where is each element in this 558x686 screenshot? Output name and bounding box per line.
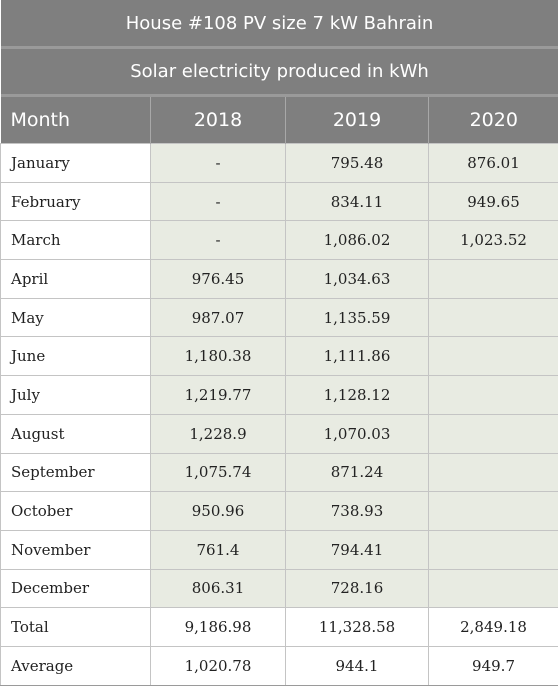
table-row: October 950.96 738.93 bbox=[1, 492, 558, 531]
value-2019-cell: 871.24 bbox=[286, 453, 429, 492]
value-2018-cell: 976.45 bbox=[151, 260, 286, 299]
month-cell: April bbox=[1, 260, 151, 299]
value-2018-cell: 950.96 bbox=[151, 492, 286, 531]
column-header-2018: 2018 bbox=[151, 96, 286, 144]
column-header-2019: 2019 bbox=[286, 96, 429, 144]
value-2019-cell: 738.93 bbox=[286, 492, 429, 531]
value-2018-cell: 1,180.38 bbox=[151, 337, 286, 376]
table-row: May 987.07 1,135.59 bbox=[1, 298, 558, 337]
value-2020-cell bbox=[429, 453, 558, 492]
table-row: February - 834.11 949.65 bbox=[1, 182, 558, 221]
value-2018-cell: 1,075.74 bbox=[151, 453, 286, 492]
value-2019-cell: 794.41 bbox=[286, 530, 429, 569]
value-2018-cell: 987.07 bbox=[151, 298, 286, 337]
month-cell: March bbox=[1, 221, 151, 260]
value-2019-cell: 795.48 bbox=[286, 144, 429, 183]
month-cell: February bbox=[1, 182, 151, 221]
table-title: House #108 PV size 7 kW Bahrain bbox=[1, 0, 558, 48]
table-row: January - 795.48 876.01 bbox=[1, 144, 558, 183]
average-2020-cell: 949.7 bbox=[429, 646, 558, 685]
month-cell: June bbox=[1, 337, 151, 376]
table-title-row: House #108 PV size 7 kW Bahrain bbox=[1, 0, 558, 48]
value-2018-cell: - bbox=[151, 221, 286, 260]
table-row: June 1,180.38 1,111.86 bbox=[1, 337, 558, 376]
value-2018-cell: 1,228.9 bbox=[151, 414, 286, 453]
average-2019-cell: 944.1 bbox=[286, 646, 429, 685]
value-2020-cell bbox=[429, 414, 558, 453]
value-2020-cell bbox=[429, 260, 558, 299]
column-header-month: Month bbox=[1, 96, 151, 144]
value-2020-cell: 949.65 bbox=[429, 182, 558, 221]
month-cell: December bbox=[1, 569, 151, 608]
value-2019-cell: 834.11 bbox=[286, 182, 429, 221]
total-row: Total 9,186.98 11,328.58 2,849.18 bbox=[1, 608, 558, 647]
table-row: August 1,228.9 1,070.03 bbox=[1, 414, 558, 453]
value-2019-cell: 728.16 bbox=[286, 569, 429, 608]
value-2018-cell: 761.4 bbox=[151, 530, 286, 569]
table-row: December 806.31 728.16 bbox=[1, 569, 558, 608]
total-2018-cell: 9,186.98 bbox=[151, 608, 286, 647]
average-2018-cell: 1,020.78 bbox=[151, 646, 286, 685]
total-2019-cell: 11,328.58 bbox=[286, 608, 429, 647]
value-2018-cell: - bbox=[151, 182, 286, 221]
value-2018-cell: 806.31 bbox=[151, 569, 286, 608]
value-2018-cell: - bbox=[151, 144, 286, 183]
month-cell: November bbox=[1, 530, 151, 569]
value-2019-cell: 1,135.59 bbox=[286, 298, 429, 337]
value-2019-cell: 1,070.03 bbox=[286, 414, 429, 453]
table-row: July 1,219.77 1,128.12 bbox=[1, 376, 558, 415]
value-2018-cell: 1,219.77 bbox=[151, 376, 286, 415]
month-cell: May bbox=[1, 298, 151, 337]
value-2020-cell bbox=[429, 569, 558, 608]
value-2019-cell: 1,034.63 bbox=[286, 260, 429, 299]
average-row: Average 1,020.78 944.1 949.7 bbox=[1, 646, 558, 685]
month-cell: October bbox=[1, 492, 151, 531]
table-row: March - 1,086.02 1,023.52 bbox=[1, 221, 558, 260]
value-2020-cell bbox=[429, 492, 558, 531]
value-2020-cell: 1,023.52 bbox=[429, 221, 558, 260]
column-header-row: Month 2018 2019 2020 bbox=[1, 96, 558, 144]
month-cell: August bbox=[1, 414, 151, 453]
month-cell: January bbox=[1, 144, 151, 183]
value-2020-cell: 876.01 bbox=[429, 144, 558, 183]
value-2019-cell: 1,111.86 bbox=[286, 337, 429, 376]
value-2020-cell bbox=[429, 530, 558, 569]
month-cell: July bbox=[1, 376, 151, 415]
table-row: November 761.4 794.41 bbox=[1, 530, 558, 569]
value-2019-cell: 1,128.12 bbox=[286, 376, 429, 415]
total-label: Total bbox=[1, 608, 151, 647]
column-header-2020: 2020 bbox=[429, 96, 558, 144]
table-row: September 1,075.74 871.24 bbox=[1, 453, 558, 492]
value-2019-cell: 1,086.02 bbox=[286, 221, 429, 260]
average-label: Average bbox=[1, 646, 151, 685]
table-subtitle-row: Solar electricity produced in kWh bbox=[1, 48, 558, 96]
value-2020-cell bbox=[429, 376, 558, 415]
month-cell: September bbox=[1, 453, 151, 492]
value-2020-cell bbox=[429, 337, 558, 376]
table-row: April 976.45 1,034.63 bbox=[1, 260, 558, 299]
total-2020-cell: 2,849.18 bbox=[429, 608, 558, 647]
table-subtitle: Solar electricity produced in kWh bbox=[1, 48, 558, 96]
value-2020-cell bbox=[429, 298, 558, 337]
